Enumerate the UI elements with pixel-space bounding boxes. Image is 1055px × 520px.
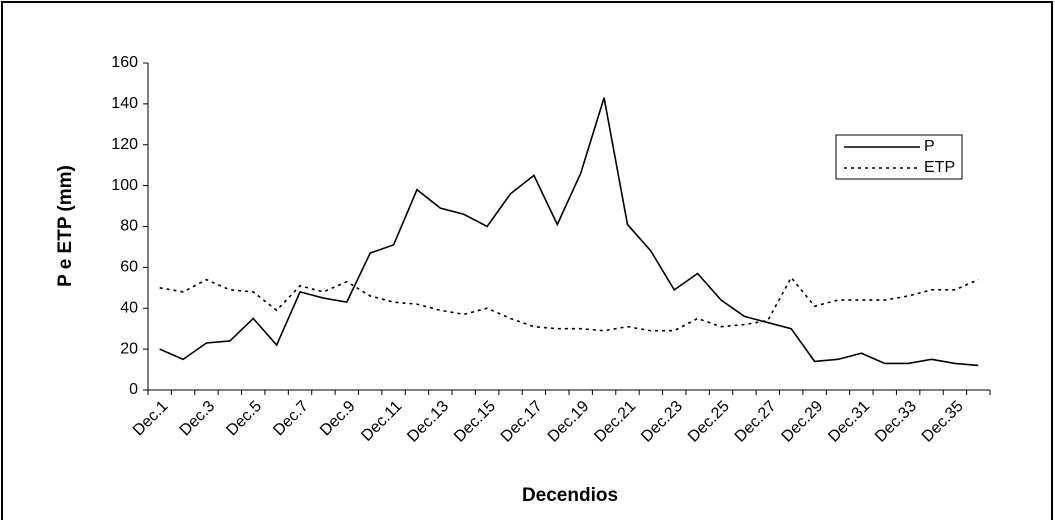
x-tick-label: Dec.27 — [732, 398, 780, 446]
x-tick-label: Dec.3 — [177, 398, 219, 440]
series-line — [159, 97, 979, 367]
y-tick-label: 120 — [111, 136, 138, 153]
x-tick-label: Dec.13 — [404, 398, 452, 446]
y-tick-label: 160 — [111, 54, 138, 71]
y-tick-label: 60 — [120, 259, 138, 276]
x-tick-label: Dec.17 — [498, 398, 546, 446]
legend-label: ETP — [924, 159, 955, 176]
legend-box — [835, 134, 963, 180]
x-tick-label: Dec.15 — [451, 398, 499, 446]
x-tick-label: Dec.23 — [638, 398, 686, 446]
y-tick-label: 0 — [129, 381, 138, 398]
y-tick-label: 140 — [111, 95, 138, 112]
x-tick-label: Dec.11 — [358, 398, 405, 445]
y-tick-label: 20 — [120, 340, 138, 357]
x-tick-label: Dec.21 — [591, 398, 639, 446]
x-tick-label: Dec.25 — [685, 398, 733, 446]
x-tick-label: Dec.5 — [223, 398, 265, 440]
series-line — [159, 276, 979, 332]
x-tick-label: Dec.35 — [919, 398, 967, 446]
x-tick-label: Dec.31 — [825, 398, 873, 446]
y-tick-label: 40 — [120, 299, 138, 316]
y-tick-label: 100 — [111, 177, 138, 194]
x-tick-label: Dec.33 — [872, 398, 920, 446]
x-tick-label: Dec.1 — [130, 398, 172, 440]
legend-label: P — [924, 138, 935, 155]
x-tick-label: Dec.19 — [545, 398, 593, 446]
y-tick-label: 80 — [120, 218, 138, 235]
x-tick-label: Dec.9 — [317, 398, 359, 440]
x-tick-label: Dec.7 — [270, 398, 312, 440]
y-axis-label: P e ETP (mm) — [55, 165, 76, 287]
x-axis-label: Decendios — [522, 485, 618, 506]
x-tick-label: Dec.29 — [779, 398, 827, 446]
